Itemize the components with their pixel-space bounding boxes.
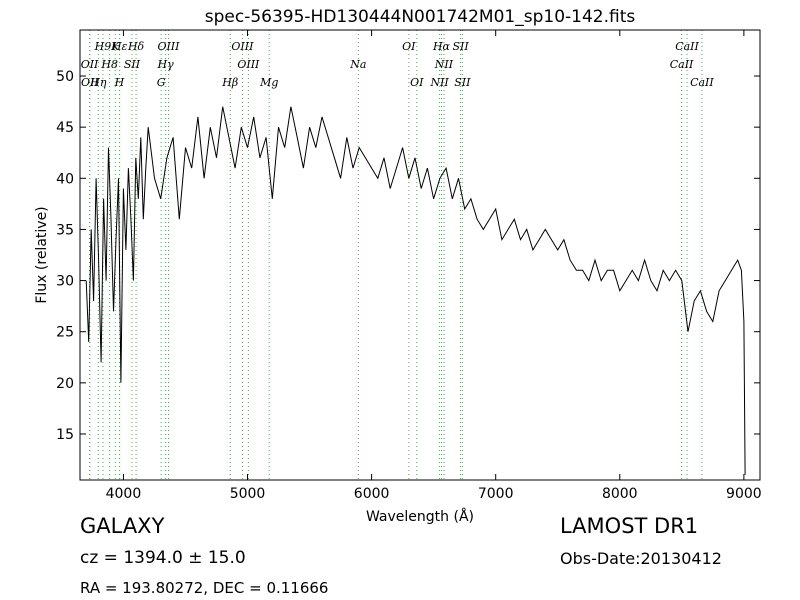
line-label: OIII: [231, 40, 254, 53]
coordinates-label: RA = 193.80272, DEC = 0.11666: [80, 579, 329, 597]
line-label: Hη: [89, 76, 107, 89]
line-label: OII: [81, 76, 99, 89]
x-tick-label: 6000: [354, 486, 390, 502]
y-tick-label: 20: [56, 376, 74, 392]
line-label: Hδ: [127, 40, 145, 53]
y-tick-label: 50: [56, 69, 74, 85]
line-label: SII: [124, 58, 141, 71]
line-label: CaII: [690, 76, 714, 89]
y-tick-label: 45: [56, 120, 74, 136]
line-label: Hε: [111, 40, 128, 53]
x-tick-label: 8000: [602, 486, 638, 502]
line-label: G: [157, 76, 166, 89]
line-label: K: [110, 40, 120, 53]
line-label: Hβ: [221, 76, 238, 89]
line-label: OI: [402, 40, 416, 53]
line-label: Hα: [432, 40, 451, 53]
line-label: Mg: [259, 76, 278, 89]
line-label: OI: [410, 76, 424, 89]
survey-label: LAMOST DR1: [560, 514, 699, 538]
line-label: OIII: [237, 58, 260, 71]
line-label: H8: [100, 58, 118, 71]
line-label: Hγ: [157, 58, 175, 71]
line-label: H: [114, 76, 125, 89]
line-label: OII: [81, 58, 99, 71]
chart-title: spec-56395-HD130444N001742M01_sp10-142.f…: [205, 7, 636, 27]
spectrum-line: [85, 106, 746, 475]
line-label: H9: [94, 40, 112, 53]
line-label: NII: [429, 76, 449, 89]
line-label: NII: [434, 58, 454, 71]
y-tick-label: 40: [56, 171, 74, 187]
y-tick-label: 25: [56, 325, 74, 341]
y-tick-label: 35: [56, 222, 74, 238]
line-label: CaII: [670, 58, 694, 71]
x-tick-label: 9000: [726, 486, 762, 502]
line-label: SII: [454, 76, 471, 89]
line-label: CaII: [675, 40, 699, 53]
object-class-label: GALAXY: [80, 514, 165, 538]
x-tick-label: 5000: [230, 486, 266, 502]
obs-date-label: Obs-Date:20130412: [560, 549, 722, 568]
line-label: Na: [349, 58, 366, 71]
redshift-label: cz = 1394.0 ± 15.0: [80, 548, 246, 568]
x-axis-label: Wavelength (Å): [366, 508, 474, 525]
x-tick-label: 4000: [106, 486, 142, 502]
line-label: OIII: [157, 40, 180, 53]
y-tick-label: 15: [56, 427, 74, 443]
line-label: SII: [452, 40, 469, 53]
y-tick-label: 30: [56, 274, 74, 290]
y-axis-label: Flux (relative): [34, 206, 50, 303]
x-tick-label: 7000: [478, 486, 514, 502]
plot-frame: [79, 29, 761, 481]
